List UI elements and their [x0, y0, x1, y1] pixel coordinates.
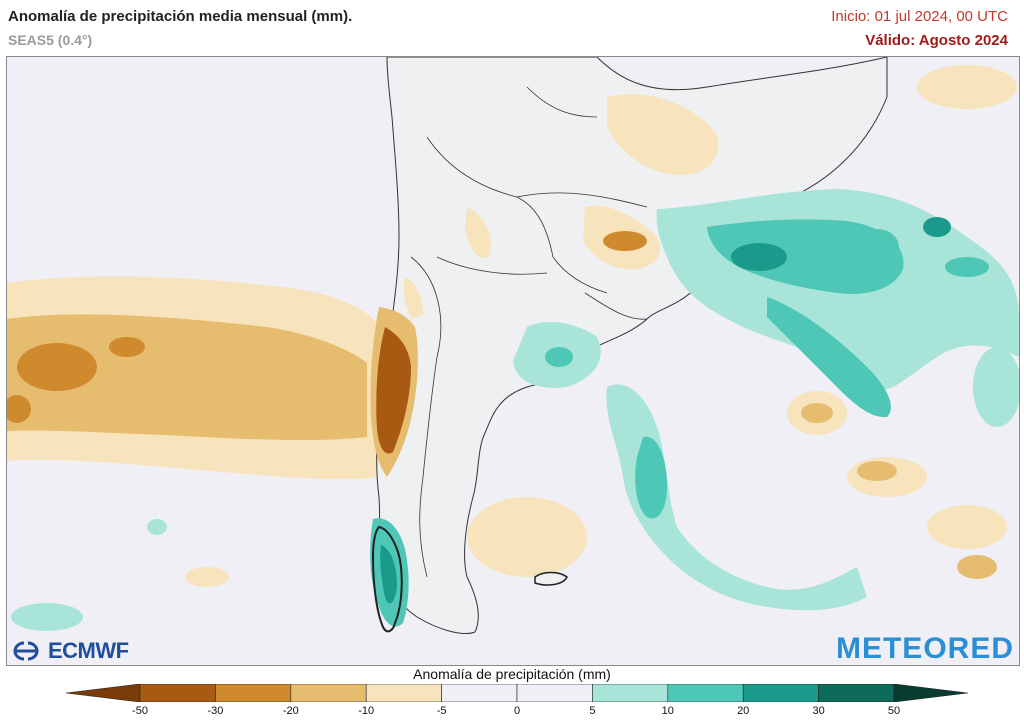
pacific-dry-core — [7, 314, 367, 441]
colorbar-tick-label: 5 — [589, 705, 596, 717]
far-east-wet-patch — [973, 347, 1019, 427]
model-label: SEAS5 (0.4°) — [8, 32, 93, 48]
colorbar-segment — [365, 684, 442, 702]
map-canvas — [7, 57, 1019, 665]
colorbar-segment — [818, 684, 895, 702]
border-argentina-north — [436, 256, 548, 275]
colorbar-segment — [139, 684, 216, 702]
border-paraguay — [552, 256, 608, 294]
south-atlantic-wet-core — [635, 436, 667, 519]
border-bolivia-brazil — [516, 192, 648, 208]
colorbar-segment — [592, 684, 669, 702]
southern-brazil-dry-core — [603, 231, 647, 251]
northeast-dry-patch — [917, 65, 1017, 109]
malvinas-islands — [534, 571, 568, 586]
colorbar-title: Anomalía de precipitación (mm) — [413, 666, 611, 682]
colorbar-segment — [742, 684, 819, 702]
patagonia-wet-core — [380, 545, 397, 604]
pacific-dry-cell-west — [17, 343, 97, 391]
atlantic-dry-patch-b-core — [857, 461, 897, 481]
atlantic-wet-arm — [767, 297, 891, 418]
pacific-wet-spot — [147, 519, 167, 535]
andes-dry-north — [403, 277, 423, 319]
country-borders — [410, 86, 648, 578]
colorbar-segment — [441, 684, 518, 702]
colorbar-tick-label: -50 — [132, 705, 148, 717]
border-peru-bolivia — [426, 136, 554, 258]
colorbar-tick-label: 0 — [513, 705, 521, 717]
init-date: Inicio: 01 jul 2024, 00 UTC — [831, 8, 1008, 25]
meteored-logo: METEORED — [835, 632, 1014, 665]
valid-date: Válido: Agosto 2024 — [865, 32, 1008, 49]
atlantic-wet-core — [707, 219, 904, 294]
chile-dry-core — [376, 327, 411, 454]
colorbar-tick-label: -30 — [207, 705, 224, 717]
pacific-dry-cell-edge — [7, 395, 31, 423]
colorbar-ticks: -50 -30 -20 -10 -5 0 5 10 20 30 50 — [0, 705, 1024, 719]
atlantic-dry-patch-c — [927, 505, 1007, 549]
precipitation-anomaly-map — [6, 56, 1020, 666]
colorbar-tick-label: -20 — [282, 705, 299, 717]
ecmwf-logo-text: ECMWF — [48, 638, 129, 663]
colorbar-segment — [215, 684, 292, 702]
ecmwf-logo: ECMWF — [8, 638, 129, 664]
atlantic-wet-east — [855, 229, 899, 265]
map-header: Anomalía de precipitación media mensual … — [0, 0, 1024, 56]
pacific-dry-spot-south — [185, 567, 229, 587]
border-north — [526, 86, 598, 118]
central-brazil-dry — [607, 94, 719, 176]
colorbar — [66, 684, 968, 702]
colorbar-extend-low — [66, 684, 141, 702]
colorbar-tick-label: -5 — [436, 705, 447, 717]
border-uruguay-north — [584, 292, 648, 320]
colorbar-tick-label: 20 — [737, 705, 750, 717]
south-atlantic-wet-tongue — [606, 384, 867, 611]
atlantic-wet-east-edge — [945, 257, 989, 277]
south-pacific-wet-patch — [11, 603, 83, 631]
map-title: Anomalía de precipitación media mensual … — [8, 8, 353, 25]
ecmwf-logo-icon — [13, 641, 39, 661]
colorbar-extend-high — [893, 684, 968, 702]
rio-de-la-plata-wet-core — [545, 347, 573, 367]
atlantic-wet-center — [731, 243, 787, 271]
colorbar-tick-label: -10 — [358, 705, 375, 717]
border-chile-argentina — [410, 256, 442, 578]
colorbar-segment — [667, 684, 744, 702]
fjord-coastline — [371, 525, 403, 633]
pacific-dry-cell-mid — [109, 337, 145, 357]
argentine-sea-dry — [467, 497, 587, 577]
atlantic-wet-spot — [923, 217, 951, 237]
colorbar-segment — [290, 684, 367, 702]
bolivia-dry-patch — [465, 207, 491, 258]
atlantic-dry-patch-a-core — [801, 403, 833, 423]
colorbar-segment — [516, 684, 593, 702]
atlantic-dry-patch-c-core — [957, 555, 997, 579]
colorbar-tick-label: 10 — [661, 705, 674, 717]
colorbar-tick-label: 50 — [887, 705, 901, 717]
colorbar-tick-label: 30 — [812, 705, 825, 717]
